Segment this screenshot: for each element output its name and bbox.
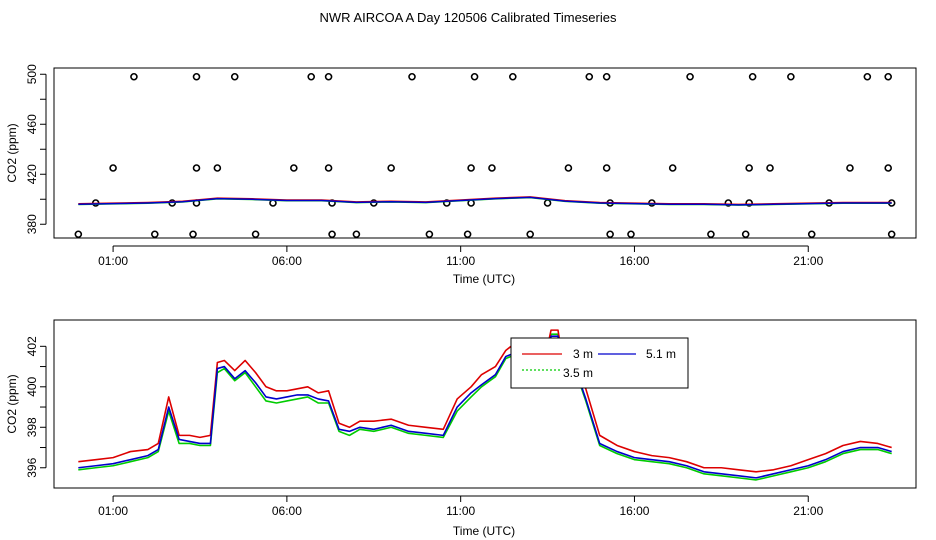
scatter-point	[307, 72, 316, 81]
scatter-point	[463, 230, 472, 239]
scatter-point	[324, 164, 333, 172]
scatter-point	[109, 164, 117, 172]
scatter-point	[130, 72, 138, 81]
scatter-point	[766, 164, 774, 172]
bottom-x-tick-label: 11:00	[446, 504, 475, 518]
top-x-tick-label: 21:00	[793, 254, 823, 268]
bottom-series-lines	[78, 329, 892, 481]
scatter-point	[387, 164, 395, 172]
bottom-x-tick-label: 06:00	[272, 504, 302, 518]
top-x-tick-label: 06:00	[272, 254, 302, 268]
legend-label-3-5m: 3.5 m	[563, 366, 593, 380]
top-y-tick-label: 500	[25, 64, 39, 84]
top-x-axis-label: Time (UTC)	[453, 272, 515, 286]
legend: 3 m 5.1 m 3.5 m	[510, 337, 689, 389]
chart-title: NWR AIRCOA A Day 120506 Calibrated Times…	[319, 10, 617, 25]
top-x-tick-label: 11:00	[446, 254, 475, 268]
bottom-y-axis: 396 398 400 402	[25, 336, 47, 478]
scatter-point	[467, 164, 475, 172]
bottom-x-tick-label: 01:00	[98, 504, 128, 518]
scatter-point	[627, 230, 635, 239]
scatter-point	[787, 72, 795, 81]
legend-box	[510, 337, 689, 389]
scatter-point	[745, 199, 753, 207]
top-y-tick-label: 380	[25, 214, 39, 234]
top-series-lines	[78, 196, 892, 206]
scatter-point	[189, 230, 197, 239]
scatter-point	[150, 230, 159, 239]
top-y-tick-label: 420	[25, 164, 39, 184]
scatter-point	[543, 199, 552, 207]
scatter-point	[745, 164, 753, 172]
top-panel: 01:00 06:00 11:00 16:00 21:00 380 420 460 500 T…	[5, 64, 917, 286]
bottom-x-tick-label: 21:00	[793, 504, 823, 518]
scatter-point	[884, 72, 892, 81]
scatter-point	[425, 230, 434, 239]
scatter-point	[724, 199, 733, 207]
bottom-y-tick-label: 400	[25, 376, 39, 396]
scatter-point	[290, 164, 298, 172]
scatter-point	[230, 72, 239, 81]
legend-label-5-1m: 5.1 m	[646, 347, 676, 361]
bottom-y-tick-label: 402	[25, 336, 39, 356]
legend-label-3m: 3 m	[573, 347, 593, 361]
bottom-x-axis: 01:00 06:00 11:00 16:00 21:00	[98, 495, 824, 518]
scatter-point	[470, 72, 479, 81]
scatter-point	[884, 164, 892, 172]
scatter-point	[526, 230, 534, 239]
series-line-5-1-m	[78, 335, 892, 479]
scatter-point	[707, 230, 715, 239]
scatter-point	[324, 72, 333, 81]
scatter-point	[585, 72, 594, 81]
top-y-axis: 380 420 460 500	[25, 64, 47, 234]
top-plot-frame	[53, 67, 917, 239]
scatter-point	[408, 72, 416, 81]
bottom-x-axis-label: Time (UTC)	[453, 524, 515, 538]
scatter-point	[509, 72, 517, 81]
scatter-point	[686, 72, 694, 81]
scatter-point	[748, 72, 757, 81]
scatter-point	[213, 164, 222, 172]
scatter-point	[846, 164, 854, 172]
series-line-3-m	[78, 329, 892, 473]
scatter-point	[488, 164, 496, 172]
scatter-point	[887, 230, 896, 239]
bottom-panel: 01:00 06:00 11:00 16:00 21:00 396 398 400 402 T…	[5, 319, 917, 538]
scatter-point	[192, 72, 201, 81]
scatter-point	[564, 164, 573, 172]
scatter-point	[74, 230, 83, 239]
top-x-tick-label: 16:00	[619, 254, 649, 268]
scatter-point	[602, 164, 611, 172]
series-line-3-5-m	[78, 333, 892, 481]
scatter-point	[328, 230, 336, 239]
top-x-tick-label: 01:00	[98, 254, 128, 268]
scatter-point	[807, 230, 816, 239]
bottom-x-tick-label: 16:00	[619, 504, 649, 518]
top-x-axis: 01:00 06:00 11:00 16:00 21:00	[98, 245, 824, 268]
scatter-point	[606, 230, 614, 239]
top-y-tick-label: 460	[25, 114, 39, 134]
scatter-point	[668, 164, 677, 172]
scatter-point	[741, 230, 750, 239]
scatter-point	[863, 72, 872, 81]
top-y-axis-label: CO2 (ppm)	[5, 123, 19, 182]
top-series-line-2	[78, 196, 892, 206]
bottom-y-tick-label: 396	[25, 457, 39, 477]
bottom-plot-frame	[53, 319, 917, 489]
bottom-y-tick-label: 398	[25, 417, 39, 437]
bottom-y-axis-label: CO2 (ppm)	[5, 374, 19, 433]
top-scatter-points	[74, 72, 896, 239]
scatter-point	[251, 230, 260, 239]
scatter-point	[192, 164, 201, 172]
scatter-point	[602, 72, 611, 81]
scatter-point	[352, 230, 361, 239]
